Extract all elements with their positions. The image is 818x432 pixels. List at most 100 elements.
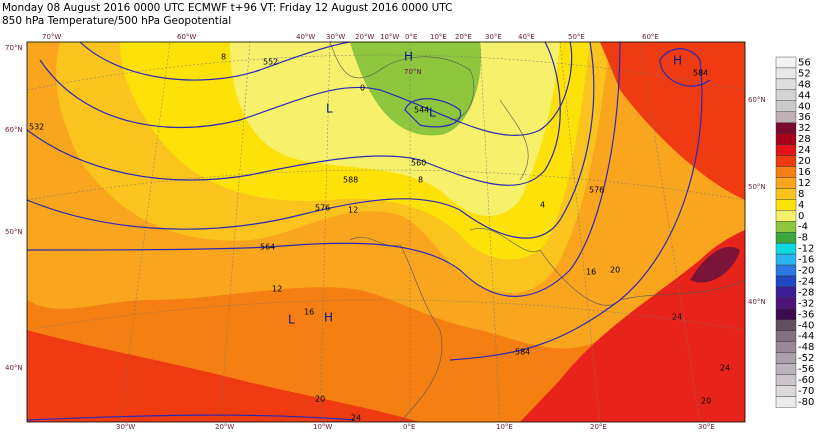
colorbar-label: -4: [798, 222, 808, 233]
lon-label: 10°W: [380, 33, 399, 41]
contour-label: 576: [315, 204, 330, 213]
colorbar-swatch: [775, 363, 797, 375]
colorbar-swatch: [775, 253, 797, 266]
colorbar-swatch: [775, 231, 797, 244]
contour-label: 12: [272, 285, 282, 294]
contour-label: 24: [720, 364, 730, 373]
colorbar-swatch: [775, 144, 797, 156]
colorbar-label: 8: [798, 189, 804, 200]
field-band: [520, 230, 745, 422]
lon-label: 0°E: [403, 423, 415, 431]
colorbar-swatch: [775, 286, 797, 299]
contour: [27, 42, 595, 239]
colorbar-label: -80: [798, 397, 814, 408]
colorbar-swatch: [775, 341, 797, 353]
contour-label: 8: [221, 53, 226, 62]
colorbar-label: -32: [798, 298, 814, 309]
colorbar-swatch: [775, 56, 797, 69]
coastline: [329, 42, 745, 422]
contour-label: 564: [260, 243, 275, 252]
colorbar-label: -44: [798, 331, 814, 342]
lon-label: 60°W: [177, 33, 196, 41]
colorbar-swatch: [775, 352, 797, 364]
colorbar-label: 28: [798, 134, 811, 145]
contour-label: 20: [701, 397, 711, 406]
colorbar-label: -8: [798, 233, 808, 244]
graticule: [27, 54, 745, 331]
lon-label: 20°W: [355, 33, 374, 41]
lon-label: 40°E: [518, 33, 535, 41]
contour-label: 16: [586, 268, 596, 277]
contour: [79, 42, 351, 81]
contour-label: 584: [515, 348, 530, 357]
colorbar-swatch: [775, 374, 797, 386]
colorbar-label: -28: [798, 287, 814, 298]
colorbar-label: 0: [798, 211, 804, 222]
colorbar-swatch: [775, 78, 797, 91]
colorbar-swatch: [775, 210, 797, 222]
colorbar-swatch: [775, 166, 797, 178]
contour: [39, 42, 573, 136]
colorbar-label: 40: [798, 101, 811, 112]
colorbar-label: 32: [798, 123, 811, 134]
contour-label: 576: [589, 186, 604, 195]
colorbar-label: 36: [798, 112, 811, 123]
colorbar-swatch: [775, 100, 797, 112]
map: 70°W 60°W 40°W 30°W 20°W 10°W 0°E 10°E 2…: [5, 33, 766, 431]
lon-label: 60°E: [642, 33, 659, 41]
lat-label: 50°N: [748, 183, 766, 191]
pressure-center: L: [288, 313, 295, 327]
lon-label: 40°W: [296, 33, 315, 41]
colorbar-label: 44: [798, 90, 811, 101]
colorbar-swatch: [775, 385, 797, 397]
pressure-center: H: [673, 54, 682, 68]
colorbar-label: 4: [798, 200, 804, 211]
lat-label: 60°N: [748, 96, 766, 104]
contour-label: 560: [411, 159, 426, 168]
pressure-center: H: [324, 311, 333, 325]
header-line: 850 hPa Temperature/500 hPa Geopotential: [2, 15, 231, 27]
colorbar-swatch: [775, 221, 797, 233]
pressure-center: H: [404, 50, 413, 64]
contour-label: 552: [263, 58, 278, 67]
colorbar-label: 48: [798, 79, 811, 90]
field-band: [350, 42, 481, 136]
lat-label: 60°N: [5, 126, 23, 134]
contour-label: 20: [610, 266, 620, 275]
colorbar-label: 24: [798, 145, 811, 156]
contour-label: 4: [540, 201, 545, 210]
lon-label: 70°W: [42, 33, 61, 41]
colorbar-label: 12: [798, 178, 811, 189]
lon-label: 20°E: [590, 423, 607, 431]
pressure-center: L: [429, 106, 436, 120]
colorbar-swatch: [775, 67, 797, 80]
contour: [27, 42, 621, 297]
colorbar: 565248444036322824201612840-4-8-12-16-20…: [775, 56, 814, 408]
contour-label: 16: [304, 308, 314, 317]
contour-label: 24: [351, 414, 361, 423]
colorbar-swatch: [775, 297, 797, 310]
lon-label: 30°E: [485, 33, 502, 41]
colorbar-label: -20: [798, 266, 814, 277]
lon-label: 10°E: [430, 33, 447, 41]
colorbar-label: -40: [798, 320, 814, 331]
lat-label: 50°N: [5, 228, 23, 236]
map-frame: [26, 41, 746, 423]
colorbar-swatch: [775, 330, 797, 342]
colorbar-label: -24: [798, 276, 814, 287]
colorbar-label: -16: [798, 255, 814, 266]
contour-label: 584: [693, 69, 708, 78]
colorbar-label: -70: [798, 386, 814, 397]
contour-label: 0: [360, 84, 365, 93]
colorbar-swatch: [775, 111, 797, 123]
lon-label: 30°E: [698, 423, 715, 431]
colorbar-label: -52: [798, 353, 814, 364]
contour: [27, 48, 711, 421]
colorbar-swatch: [775, 155, 797, 167]
colorbar-label: 16: [798, 167, 811, 178]
contour-label: 532: [29, 123, 44, 132]
contour-label: 24: [672, 313, 682, 322]
lat-label: 70°N: [5, 44, 23, 52]
lon-label: 30°W: [326, 33, 345, 41]
